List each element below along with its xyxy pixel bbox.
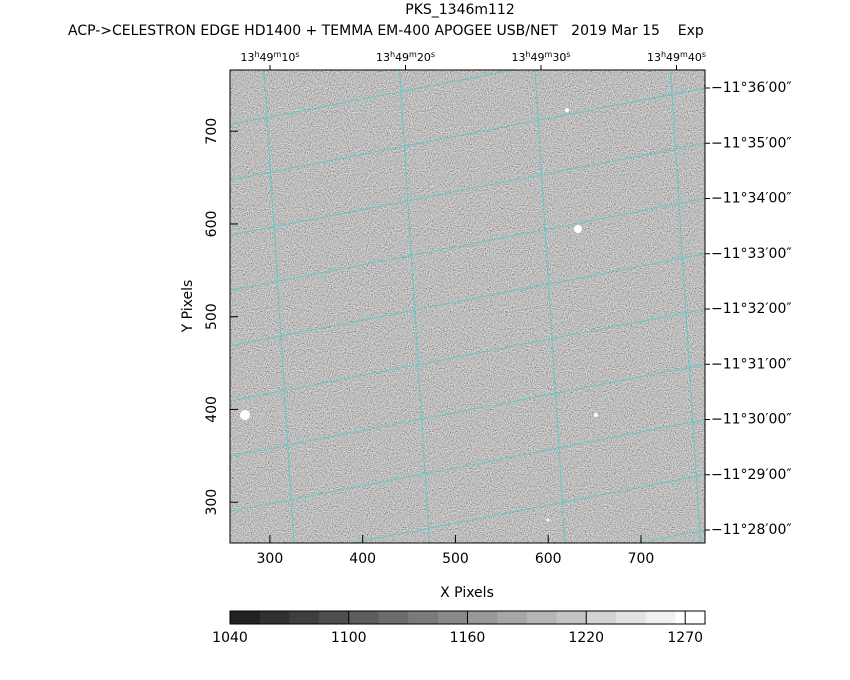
grid-line-dec <box>230 253 705 347</box>
dec-tick-label: −11°34′00″ <box>711 191 792 207</box>
x-tick-label: 300 <box>257 551 284 567</box>
colorbar-band <box>645 611 676 624</box>
colorbar-tick-label: 1220 <box>568 630 604 646</box>
colorbar-band <box>526 611 558 624</box>
x-tick-label: 700 <box>628 551 655 567</box>
colorbar-band <box>497 611 528 624</box>
colorbar-band <box>378 611 409 624</box>
grid-line-dec <box>230 142 705 236</box>
y-tick-label: 500 <box>204 303 220 330</box>
stars <box>240 108 598 522</box>
colorbar-band <box>556 611 587 624</box>
colorbar-band <box>437 611 468 624</box>
dec-tick-label: −11°33′00″ <box>711 246 792 262</box>
colorbar-band <box>319 611 350 624</box>
y-tick-label: 700 <box>204 118 220 145</box>
dec-tick-label: −11°31′00″ <box>711 356 792 372</box>
dec-tick-label: −11°35′00″ <box>711 135 792 151</box>
colorbar-band <box>259 611 290 624</box>
grid-line-ra <box>129 70 159 543</box>
dec-tick-label: −11°28′00″ <box>711 522 792 538</box>
colorbar-band <box>408 611 439 624</box>
x-tick-label: 400 <box>349 551 376 567</box>
colorbar-band <box>586 611 617 624</box>
grid-line-dec <box>230 198 705 291</box>
colorbar-band <box>230 611 261 624</box>
x-axis-label: X Pixels <box>440 585 494 601</box>
ra-tick-label: 13h49m30s <box>511 50 570 65</box>
colorbar-tick-label: 1160 <box>450 630 486 646</box>
plot-frame <box>229 69 706 544</box>
chart-subtitle: ACP->CELESTRON EDGE HD1400 + TEMMA EM-40… <box>68 23 704 39</box>
grid-line-dec <box>230 70 516 126</box>
colorbar-band <box>467 611 498 624</box>
colorbar-band <box>675 611 706 624</box>
grid-line-dec <box>230 419 705 512</box>
colorbar-tick-label: 1100 <box>331 630 367 646</box>
grid-line-dec <box>349 474 705 543</box>
grid-line-dec <box>230 87 705 181</box>
colorbar-band <box>615 611 647 624</box>
colorbar-tick-label: 1270 <box>667 630 703 646</box>
grid-line-dec <box>230 308 705 402</box>
y-tick-label: 600 <box>204 211 220 238</box>
colorbar-frame <box>229 610 706 625</box>
colorbar-band <box>289 611 320 624</box>
grid-line-ra <box>534 70 566 543</box>
grid-line-dec <box>230 363 705 457</box>
chart-title: PKS_1346m112 <box>405 2 515 18</box>
grid-line-ra <box>399 70 430 543</box>
x-tick-label: 500 <box>442 551 469 567</box>
ra-tick-label: 13h49m10s <box>240 50 299 65</box>
ra-tick-label: 13h49m20s <box>376 50 435 65</box>
dec-tick-label: −11°36′00″ <box>711 80 792 96</box>
dec-tick-label: −11°30′00″ <box>711 412 792 428</box>
grid-line-ra <box>806 70 836 543</box>
dec-tick-label: −11°32′00″ <box>711 301 792 317</box>
y-tick-label: 300 <box>204 489 220 516</box>
x-tick-label: 600 <box>535 551 562 567</box>
colorbar-band <box>348 611 379 624</box>
colorbar-tick-label: 1040 <box>212 630 248 646</box>
dec-tick-label: −11°29′00″ <box>711 467 792 483</box>
grid-line-dec <box>635 529 705 543</box>
sky-image <box>230 70 705 543</box>
grid-line-ra <box>670 70 701 543</box>
wcs-grid <box>129 70 836 543</box>
y-tick-label: 400 <box>204 396 220 423</box>
y-axis-label: Y Pixels <box>180 280 196 334</box>
grid-line-ra <box>263 70 295 543</box>
ra-tick-label: 13h49m40s <box>647 50 706 65</box>
